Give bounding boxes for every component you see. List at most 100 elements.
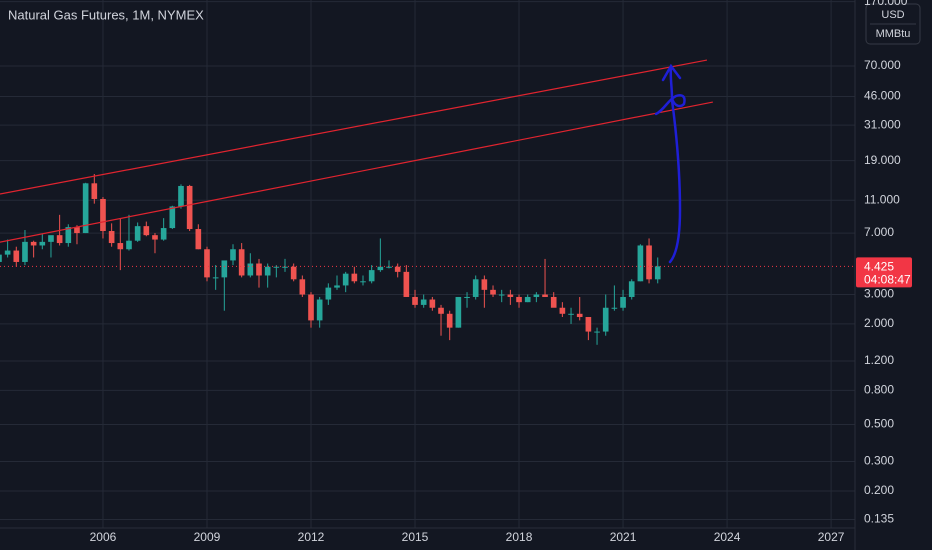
candle-body — [13, 250, 20, 262]
candle-body — [550, 296, 557, 308]
y-tick-label: 0.500 — [864, 417, 894, 431]
candle-body — [126, 240, 132, 250]
y-tick-label: 19.000 — [864, 153, 901, 167]
candle-body — [82, 183, 89, 234]
candle-body — [360, 281, 366, 283]
unit-label: MMBtu — [876, 28, 911, 40]
candle-body — [22, 241, 28, 262]
candle-body — [221, 260, 228, 278]
candle-body — [316, 299, 323, 321]
candle-body — [169, 206, 176, 229]
candle-body — [611, 307, 618, 309]
y-tick-label: 70.000 — [864, 58, 901, 72]
x-tick-label: 2024 — [714, 530, 741, 544]
y-tick-label: 0.800 — [864, 383, 894, 397]
candle-body — [238, 249, 245, 276]
candle-body — [334, 285, 340, 288]
candle-body — [594, 331, 600, 333]
y-tick-label: 2.000 — [864, 316, 894, 330]
candle-body — [39, 241, 46, 246]
candle-body — [576, 313, 583, 318]
candle-body — [602, 307, 609, 332]
candle-body — [559, 307, 566, 314]
chart-title: Natural Gas Futures, 1M, NYMEX — [8, 7, 204, 22]
candle-body — [351, 273, 358, 282]
candle-body — [290, 266, 297, 280]
candle-body — [325, 287, 332, 300]
candle-body — [585, 317, 592, 332]
candle-body — [533, 294, 540, 297]
candle-body — [117, 243, 124, 250]
trend-line — [0, 59, 708, 195]
candle-body — [299, 279, 306, 295]
candle-body — [412, 296, 418, 305]
candle-body — [455, 296, 462, 328]
plot-area — [0, 59, 855, 345]
candle-body — [256, 263, 262, 276]
y-tick-label: 31.000 — [864, 117, 901, 131]
candle-body — [4, 250, 11, 255]
candle-body — [186, 185, 193, 230]
y-tick-label: 0.300 — [864, 454, 894, 468]
candle-body — [74, 227, 80, 234]
candle-body — [273, 266, 280, 268]
y-tick-label: 0.200 — [864, 483, 894, 497]
candle-body — [195, 229, 202, 250]
candle-body — [429, 299, 436, 308]
candle-body — [264, 266, 271, 276]
candle-body — [30, 241, 37, 246]
candle-body — [498, 294, 505, 296]
x-tick-label: 2027 — [818, 530, 845, 544]
candle-body — [420, 299, 427, 305]
y-tick-label: 0.135 — [864, 512, 894, 526]
hand-drawn-arrow — [654, 63, 686, 264]
y-tick-label: 11.000 — [864, 192, 900, 206]
candle-body — [134, 226, 141, 241]
candle-body — [178, 185, 184, 207]
candle-body — [108, 231, 115, 244]
y-tick-label: 1.200 — [864, 353, 894, 367]
x-tick-label: 2021 — [610, 530, 637, 544]
candle-body — [48, 235, 54, 242]
countdown-label: 04:08:47 — [864, 273, 911, 287]
candle-body — [65, 227, 72, 244]
candle-body — [654, 266, 661, 280]
candle-body — [230, 249, 236, 261]
candle-body — [386, 266, 392, 268]
x-tick-label: 2018 — [506, 530, 533, 544]
grid — [0, 0, 855, 528]
candle-body — [620, 296, 626, 308]
candle-body — [628, 281, 635, 297]
candle-body — [212, 277, 219, 279]
candle-body — [438, 307, 444, 314]
y-tick-label: 46.000 — [864, 89, 901, 103]
candle-body — [464, 296, 470, 298]
candle-body — [247, 263, 254, 276]
candle-body — [542, 294, 548, 297]
trend-line — [0, 101, 713, 243]
candle-body — [637, 245, 644, 282]
candle-body — [490, 289, 496, 295]
candle-body — [0, 254, 2, 262]
candle-body — [446, 313, 453, 328]
candle-body — [282, 266, 288, 268]
x-tick-label: 2009 — [194, 530, 221, 544]
x-tick-label: 2015 — [402, 530, 429, 544]
candle-body — [472, 279, 479, 297]
last-price-label: 4.425 — [864, 260, 894, 274]
last-price-box — [856, 257, 912, 288]
y-tick-label: 7.000 — [864, 225, 894, 239]
candle-body — [100, 198, 106, 232]
candle-body — [160, 228, 167, 240]
candle-body — [56, 235, 63, 244]
x-tick-label: 2006 — [90, 530, 117, 544]
candle-body — [646, 245, 652, 280]
candle-body — [507, 294, 514, 297]
candle-body — [377, 266, 384, 271]
candle-body — [524, 296, 531, 303]
candle-body — [308, 294, 314, 321]
candle-body — [368, 270, 375, 282]
candle-body — [342, 273, 349, 286]
